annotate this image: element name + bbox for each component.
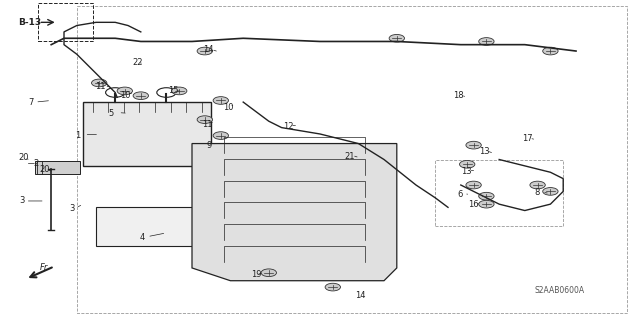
Text: 13: 13 bbox=[479, 147, 490, 156]
Polygon shape bbox=[192, 144, 397, 281]
Text: 7: 7 bbox=[28, 98, 33, 107]
Text: 1: 1 bbox=[76, 131, 81, 140]
Text: 21: 21 bbox=[344, 152, 355, 161]
Circle shape bbox=[117, 87, 132, 95]
Text: 14: 14 bbox=[204, 45, 214, 54]
Circle shape bbox=[466, 141, 481, 149]
Circle shape bbox=[172, 87, 187, 95]
Text: 9: 9 bbox=[206, 141, 211, 150]
Circle shape bbox=[261, 269, 276, 277]
Circle shape bbox=[133, 92, 148, 100]
Bar bbox=[83, 102, 211, 166]
Text: 18: 18 bbox=[453, 91, 464, 100]
Circle shape bbox=[213, 132, 228, 139]
Text: 11: 11 bbox=[95, 82, 105, 91]
Text: Fr.: Fr. bbox=[40, 263, 50, 271]
Text: 10: 10 bbox=[120, 91, 130, 100]
Text: 6: 6 bbox=[458, 190, 463, 199]
Text: 20: 20 bbox=[18, 153, 28, 162]
Circle shape bbox=[479, 200, 494, 208]
Circle shape bbox=[197, 116, 212, 123]
Circle shape bbox=[479, 192, 494, 200]
Circle shape bbox=[543, 188, 558, 195]
Circle shape bbox=[543, 47, 558, 55]
Text: S2AAB0600A: S2AAB0600A bbox=[534, 286, 584, 295]
Text: 11: 11 bbox=[202, 120, 212, 129]
Circle shape bbox=[479, 38, 494, 45]
Text: 15: 15 bbox=[168, 86, 178, 95]
Circle shape bbox=[460, 160, 475, 168]
Text: 17: 17 bbox=[522, 134, 532, 143]
Text: 8: 8 bbox=[534, 189, 540, 197]
Circle shape bbox=[389, 34, 404, 42]
Text: B-13: B-13 bbox=[18, 18, 41, 27]
Circle shape bbox=[197, 47, 212, 55]
Bar bbox=[96, 207, 224, 246]
Text: 13: 13 bbox=[461, 167, 472, 176]
Text: 22: 22 bbox=[132, 58, 143, 67]
Text: 16: 16 bbox=[468, 200, 479, 209]
Text: 19: 19 bbox=[251, 271, 261, 279]
Text: 2: 2 bbox=[33, 159, 38, 168]
Circle shape bbox=[92, 79, 107, 87]
Bar bbox=[35, 161, 80, 174]
Text: 10: 10 bbox=[223, 103, 233, 112]
Text: 5: 5 bbox=[109, 109, 114, 118]
Text: 3: 3 bbox=[19, 197, 24, 205]
Text: 4: 4 bbox=[140, 233, 145, 242]
Circle shape bbox=[325, 283, 340, 291]
Text: 12: 12 bbox=[284, 122, 294, 130]
Text: 14: 14 bbox=[355, 291, 365, 300]
Circle shape bbox=[530, 181, 545, 189]
Text: 20: 20 bbox=[40, 165, 50, 174]
Text: 3: 3 bbox=[69, 204, 74, 213]
Circle shape bbox=[466, 181, 481, 189]
Circle shape bbox=[213, 97, 228, 104]
